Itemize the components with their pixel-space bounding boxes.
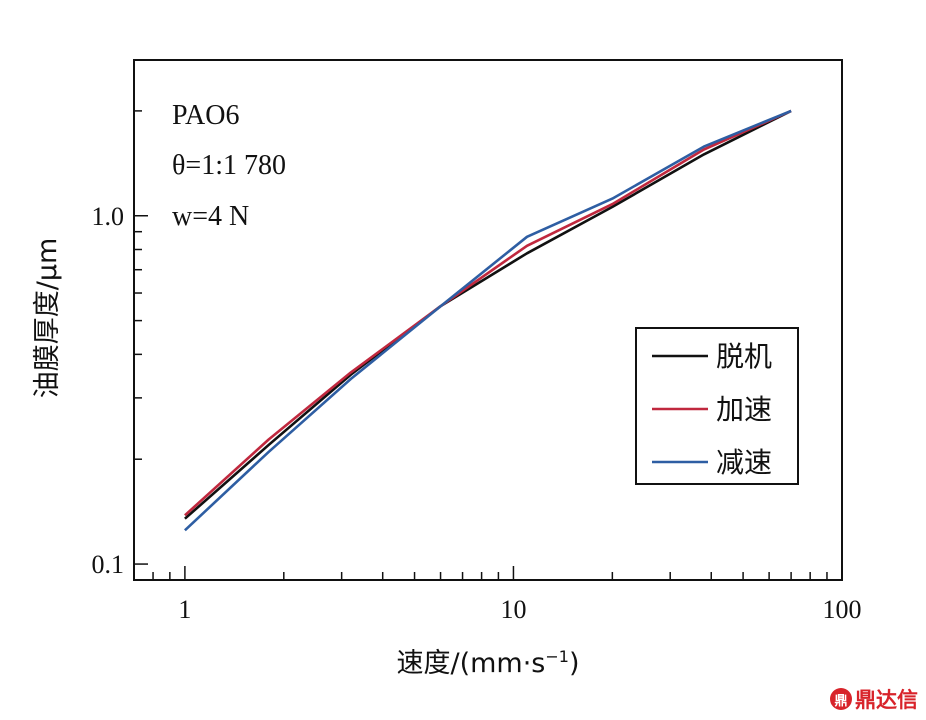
annotation-lubricant: PAO6 bbox=[172, 100, 239, 131]
series-line-3 bbox=[184, 109, 792, 532]
y-tick-label: 1.0 bbox=[92, 202, 125, 231]
legend-label-1: 脱机 bbox=[716, 340, 772, 373]
x-tick-label: 10 bbox=[500, 595, 526, 624]
annotations: PAO6 θ=1:1 780 w=4 N bbox=[172, 100, 286, 232]
series-line-1 bbox=[184, 109, 792, 520]
watermark-text: 鼎达信 bbox=[855, 688, 918, 712]
axis-titles: 速度/(mm·s−1) 油膜厚度/μm bbox=[32, 238, 580, 679]
series-lines bbox=[184, 109, 792, 532]
annotation-theta: θ=1:1 780 bbox=[172, 150, 286, 181]
major-ticks: 1 10 100 0.1 1.0 bbox=[92, 202, 862, 624]
y-tick-label: 0.1 bbox=[92, 550, 125, 579]
annotation-load: w=4 N bbox=[172, 201, 249, 232]
x-tick-label: 100 bbox=[823, 595, 862, 624]
legend-box bbox=[635, 327, 799, 485]
x-axis-label: 速度/(mm·s−1) bbox=[396, 647, 579, 679]
x-tick-label: 1 bbox=[178, 595, 191, 624]
legend-label-3: 减速 bbox=[716, 446, 772, 479]
minor-ticks bbox=[133, 110, 828, 581]
watermark-logo: 鼎 鼎达信 bbox=[830, 684, 918, 714]
series-line-2 bbox=[184, 109, 792, 517]
legend-label-2: 加速 bbox=[716, 393, 772, 426]
logo-icon: 鼎 bbox=[830, 688, 852, 710]
y-axis-label: 油膜厚度/μm bbox=[32, 238, 63, 399]
